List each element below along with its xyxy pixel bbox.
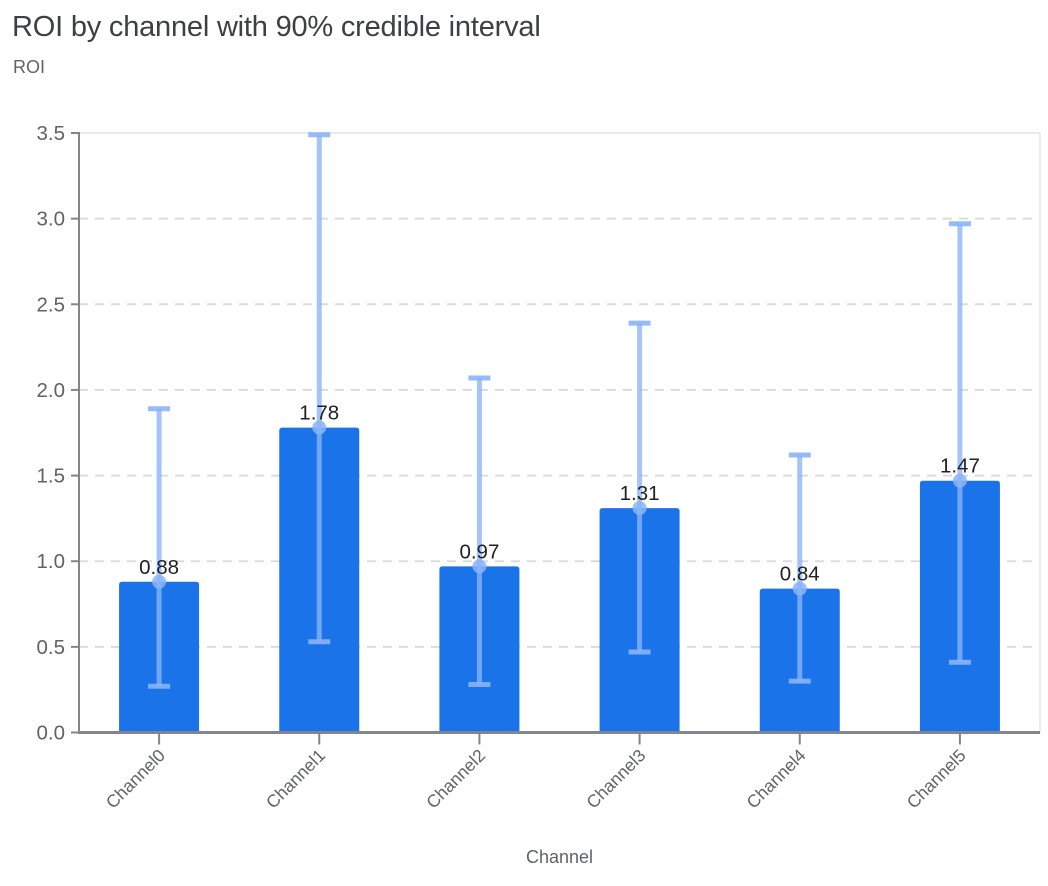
x-tick-label: Channel4	[742, 745, 809, 812]
chart-title: ROI by channel with 90% credible interva…	[12, 11, 541, 43]
bar-value-label: 1.47	[940, 455, 980, 478]
mean-marker	[312, 420, 327, 435]
y-tick-label: 2.5	[37, 293, 66, 316]
y-axis-title: ROI	[13, 57, 46, 77]
mean-marker	[952, 473, 967, 488]
mean-marker	[472, 559, 487, 574]
x-axis-title: Channel	[525, 847, 594, 867]
y-tick-label: 1.5	[37, 465, 66, 488]
mean-marker	[792, 581, 807, 596]
mean-marker	[152, 574, 167, 589]
bar-value-label: 0.88	[139, 556, 179, 579]
y-tick-label: 3.0	[37, 208, 66, 231]
bar-value-label: 0.97	[459, 540, 499, 563]
bar-value-label: 1.78	[299, 402, 339, 425]
x-tick-label: Channel2	[422, 745, 489, 812]
bar-value-label: 1.31	[620, 482, 660, 505]
y-tick-label: 0.0	[37, 722, 66, 745]
y-tick-label: 3.5	[37, 122, 66, 145]
x-tick-label: Channel3	[582, 745, 649, 812]
x-tick-label: Channel0	[102, 745, 169, 812]
y-tick-label: 1.0	[37, 550, 66, 573]
y-tick-label: 2.0	[37, 379, 66, 402]
x-tick-label: Channel5	[903, 745, 970, 812]
mean-marker	[632, 501, 647, 516]
y-tick-label: 0.5	[37, 636, 66, 659]
x-tick-label: Channel1	[262, 745, 329, 812]
bar-value-label: 0.84	[780, 563, 820, 586]
